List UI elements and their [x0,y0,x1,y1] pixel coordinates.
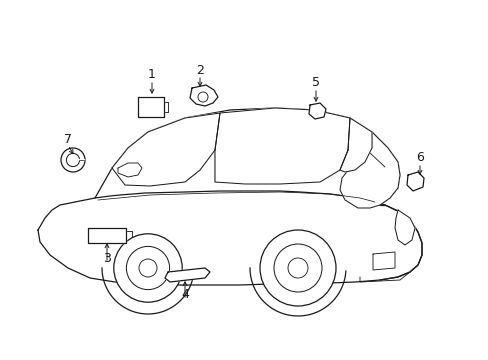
Text: 1: 1 [148,68,156,81]
Polygon shape [88,228,126,243]
Text: 2: 2 [196,63,203,77]
Polygon shape [118,163,142,177]
Text: 5: 5 [311,77,319,90]
Polygon shape [339,118,371,172]
Polygon shape [339,132,399,208]
Polygon shape [164,268,209,282]
Circle shape [139,259,157,277]
Text: 3: 3 [103,252,111,265]
Circle shape [114,234,182,302]
Polygon shape [406,172,423,191]
Circle shape [66,153,80,167]
Polygon shape [308,103,325,119]
Polygon shape [112,113,220,186]
Polygon shape [190,85,218,106]
Text: 4: 4 [181,288,188,301]
Polygon shape [394,210,414,245]
Text: 6: 6 [415,152,423,165]
Polygon shape [38,191,421,285]
Circle shape [126,246,169,289]
Text: 7: 7 [64,134,72,147]
Circle shape [273,244,321,292]
Circle shape [61,148,85,172]
Circle shape [260,230,335,306]
Polygon shape [372,252,394,270]
Polygon shape [138,97,163,117]
Circle shape [287,258,307,278]
Polygon shape [215,108,349,184]
